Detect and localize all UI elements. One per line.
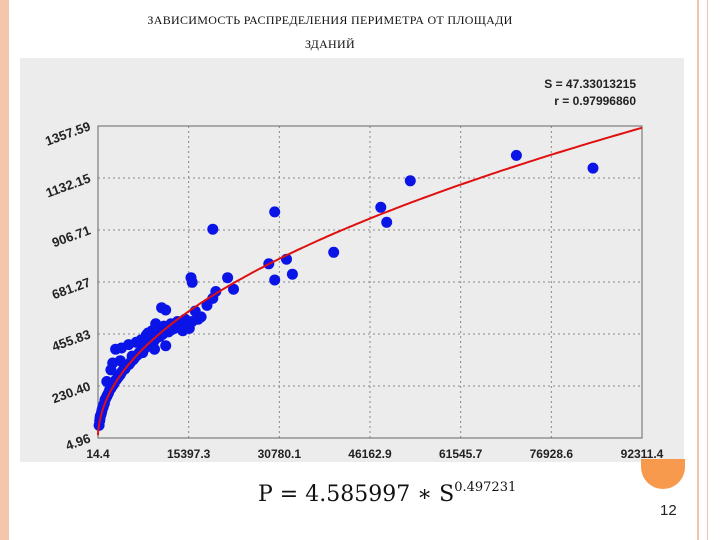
x-tick-label: 61545.7	[439, 447, 483, 461]
data-point	[160, 304, 172, 316]
annotation-r: r = 0.97996860	[554, 94, 636, 108]
page-number: 12	[660, 502, 677, 519]
data-point	[375, 201, 387, 213]
data-point	[381, 216, 393, 228]
y-tick-label: 906.71	[50, 222, 92, 250]
y-tick-labels: 4.96230.40455.83681.27906.711132.151357.…	[43, 118, 92, 453]
data-point	[207, 223, 219, 235]
power-law-formula: P = 4.585997 ∗ S0.497231	[258, 480, 516, 507]
x-tick-label: 46162.9	[348, 447, 392, 461]
data-point	[186, 276, 198, 288]
data-point	[587, 162, 599, 174]
y-tick-label: 1132.15	[44, 170, 93, 200]
data-point	[160, 340, 172, 352]
data-point	[105, 364, 117, 376]
data-point	[183, 322, 195, 334]
x-tick-label: 14.4	[86, 447, 110, 461]
slide-left-border	[0, 0, 9, 540]
data-point	[149, 343, 160, 355]
slide-title-line-2: ЗДАНИЙ	[305, 37, 355, 51]
formula-exponent: 0.497231	[454, 480, 517, 495]
x-tick-label: 92311.4	[621, 447, 664, 461]
y-tick-label: 681.27	[50, 274, 92, 302]
data-point	[510, 149, 522, 161]
data-point	[114, 355, 126, 367]
data-points	[93, 149, 599, 431]
formula-main: P = 4.585997 ∗ S	[258, 482, 455, 507]
plot-frame	[97, 125, 643, 439]
data-point	[328, 246, 340, 258]
slide-title-line-1: ЗАВИСИМОСТЬ РАСПРЕДЕЛЕНИЯ ПЕРИМЕТРА ОТ П…	[147, 13, 513, 27]
grid-lines	[98, 126, 642, 438]
data-point	[142, 327, 154, 339]
slide-right-border	[697, 0, 699, 540]
data-point	[195, 311, 207, 323]
annotation-s: S = 47.33013215	[544, 77, 636, 91]
data-point	[228, 283, 239, 295]
scatter-chart: 14.4 15397.3 30780.1 46162.9 61545.7 76928.6 9…	[43, 77, 664, 461]
data-point	[150, 318, 162, 330]
y-tick-label: 230.40	[50, 378, 92, 406]
x-tick-label: 76928.6	[530, 447, 574, 461]
decorative-orange-circle	[641, 459, 685, 489]
data-point	[404, 175, 416, 187]
slide-title: ЗАВИСИМОСТЬ РАСПРЕДЕЛЕНИЯ ПЕРИМЕТРА ОТ П…	[20, 8, 640, 56]
data-point	[222, 272, 234, 284]
data-point	[269, 274, 281, 286]
data-point	[286, 268, 298, 280]
data-point	[269, 206, 281, 218]
slide-right-border-thin	[707, 0, 708, 540]
y-tick-label: 1357.59	[43, 118, 92, 148]
chart-panel: 14.4 15397.3 30780.1 46162.9 61545.7 76928.6 9…	[20, 58, 684, 462]
x-tick-label: 15397.3	[167, 447, 211, 461]
y-tick-label: 455.83	[50, 326, 92, 354]
data-point	[137, 347, 149, 359]
x-tick-label: 30780.1	[258, 447, 302, 461]
x-tick-labels: 14.4 15397.3 30780.1 46162.9 61545.7 76928.6 9…	[86, 447, 663, 461]
fit-curve	[97, 126, 643, 436]
data-point	[101, 376, 113, 387]
